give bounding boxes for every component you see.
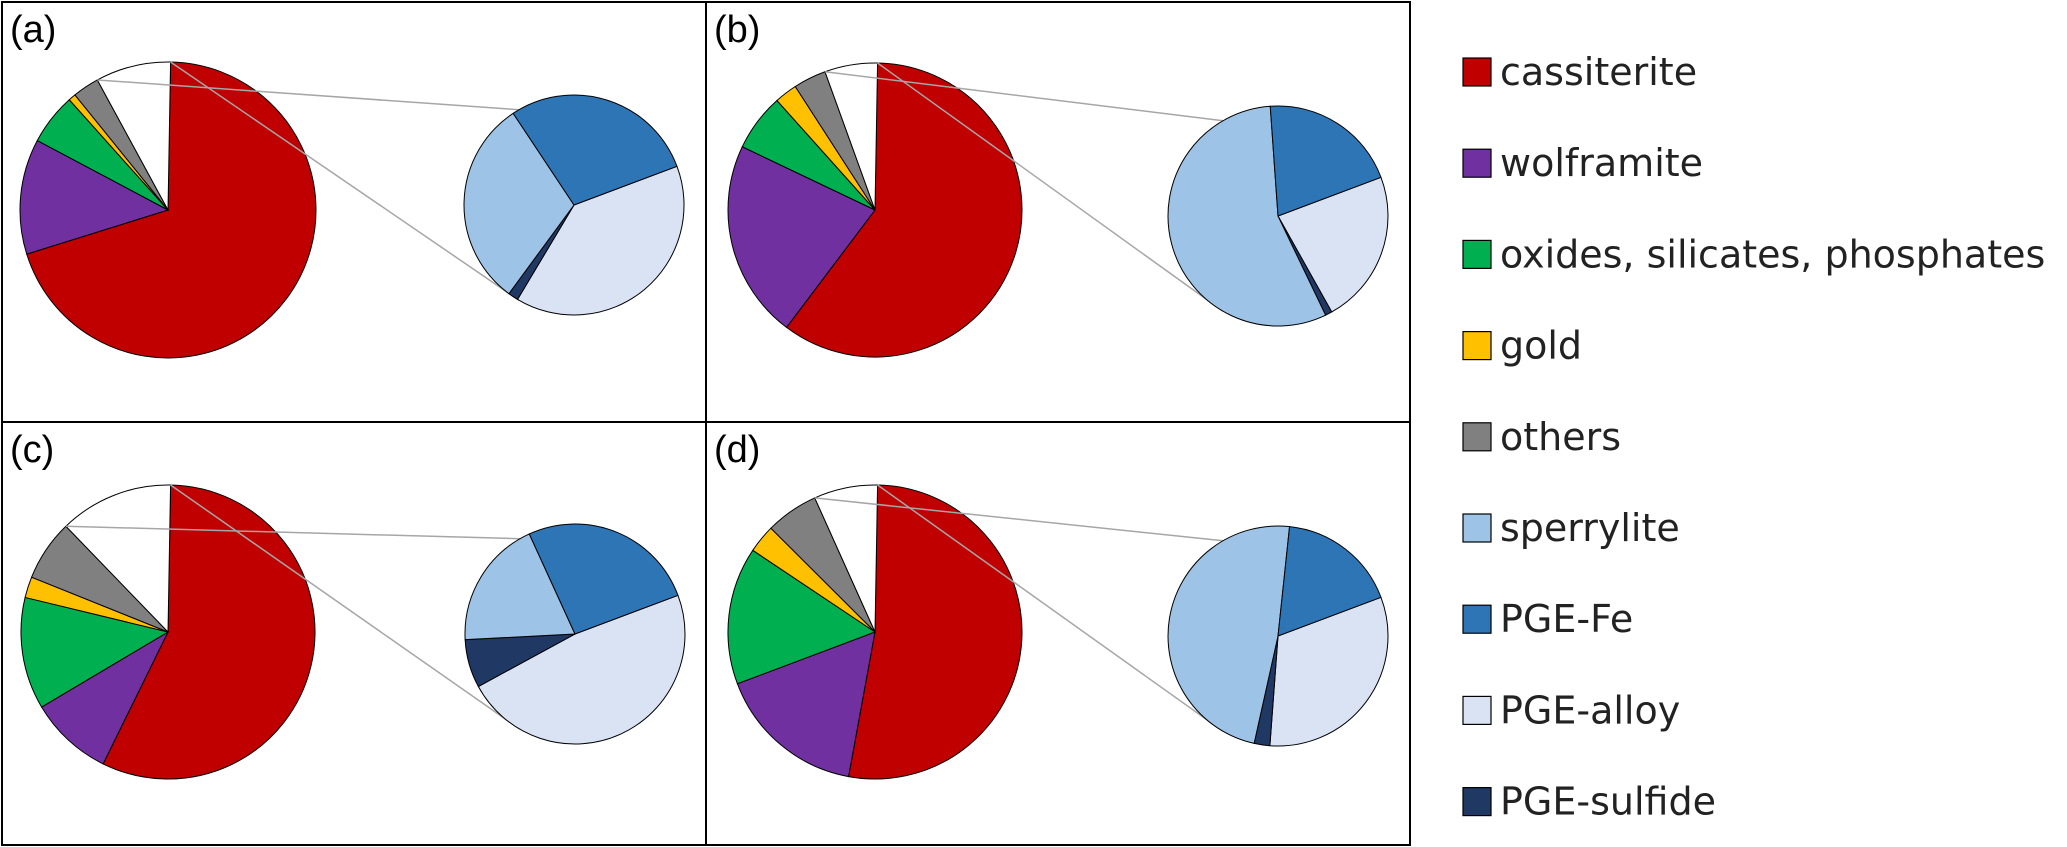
legend-label: others (1500, 415, 1621, 459)
panel-label: (d) (714, 429, 760, 471)
legend-label: PGE-sulfide (1500, 780, 1716, 824)
legend-swatch (1462, 148, 1492, 178)
main-slice-cassiterite (26, 61, 317, 359)
connector-line-top (97, 79, 520, 111)
panel-label: (a) (10, 9, 56, 51)
legend-swatch (1462, 239, 1492, 269)
main-slice-oxides (20, 596, 170, 708)
main-slice-wolframite (727, 146, 876, 329)
legend-label: cassiterite (1500, 50, 1697, 94)
legend-swatch (1462, 57, 1492, 87)
sub-slice-pge_alloy (516, 165, 685, 316)
legend-item-cassiterite: cassiterite (1462, 50, 1697, 94)
legend-label: wolframite (1500, 141, 1703, 185)
legend-item-sperrylite: sperrylite (1462, 506, 1680, 550)
panel-frame (705, 421, 1411, 846)
connector-line-bottom (877, 484, 1224, 732)
legend-item-pge_fe: PGE-Fe (1462, 597, 1633, 641)
sub-slice-sperrylite (1167, 105, 1327, 327)
legend-swatch (1462, 786, 1492, 817)
legend-swatch (1462, 695, 1492, 726)
sub-slice-sperrylite (463, 112, 575, 295)
legend-swatch (1462, 422, 1492, 452)
main-slice-wolframite (19, 139, 170, 255)
legend: cassiterite wolframite oxides, silicates, … (1462, 50, 2045, 824)
legend-item-oxides: oxides, silicates, phosphates (1462, 232, 2045, 276)
sub-slice-sperrylite (464, 533, 576, 641)
sub-slice-pge_fe (528, 523, 679, 635)
main-slice-wolframite (736, 631, 876, 778)
main-slice-wolframite (40, 630, 170, 765)
legend-item-pge_alloy: PGE-alloy (1462, 688, 1680, 732)
panel-c: (c) (1, 421, 707, 846)
sub-slice-pge_fe (1269, 105, 1382, 217)
panel-b: (b) (705, 1, 1411, 423)
panel-label: (b) (714, 9, 760, 51)
legend-label: PGE-Fe (1500, 597, 1633, 641)
legend-item-gold: gold (1462, 324, 1582, 368)
connector-line-top (65, 525, 521, 540)
sub-slice-sperrylite (1167, 525, 1291, 744)
legend-item-wolframite: wolframite (1462, 141, 1703, 185)
legend-label: PGE-alloy (1500, 688, 1680, 732)
sub-slice-pge_fe (512, 94, 678, 206)
connector-line-bottom (170, 484, 521, 730)
legend-label: sperrylite (1500, 506, 1680, 550)
connector-line-bottom (877, 62, 1224, 312)
main-slice-cassiterite (102, 484, 316, 780)
panel-label: (c) (10, 429, 54, 471)
connector-line-bottom (170, 61, 520, 301)
main-slice-oxides (727, 549, 877, 685)
panel-a: (a) (1, 1, 707, 423)
connector-line-top (814, 497, 1224, 542)
main-slice-pge (65, 484, 172, 634)
sub-slice-pge_fe (1277, 526, 1382, 637)
panel-d: (d) (705, 421, 1411, 846)
sub-slice-pge_alloy (1269, 596, 1389, 747)
legend-swatch (1462, 604, 1492, 634)
main-slice-cassiterite (847, 484, 1023, 780)
legend-label: oxides, silicates, phosphates (1500, 232, 2045, 276)
legend-item-others: others (1462, 415, 1621, 459)
main-slice-cassiterite (785, 62, 1023, 358)
sub-slice-pge_alloy (477, 594, 686, 745)
legend-swatch (1462, 331, 1492, 361)
panels: (a) (b) (c) (d) (1, 1, 1411, 846)
legend-item-pge_sulfide: PGE-sulfide (1462, 780, 1716, 824)
connector-line-top (824, 71, 1224, 122)
sub-slice-pge_alloy (1277, 176, 1389, 313)
legend-label: gold (1500, 324, 1582, 368)
legend-swatch (1462, 513, 1492, 543)
